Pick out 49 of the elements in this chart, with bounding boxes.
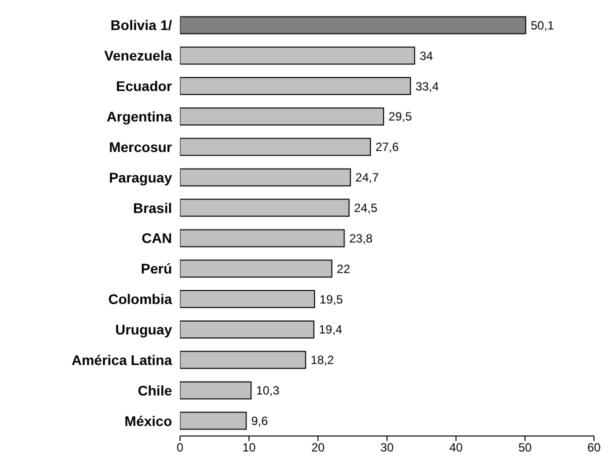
y-tick-label: Bolivia 1/ — [110, 17, 172, 34]
bar — [180, 168, 351, 186]
x-tick-label: 40 — [449, 440, 463, 455]
data-label: 29,5 — [388, 110, 412, 124]
bar — [180, 229, 345, 248]
x-tick-label: 10 — [242, 440, 256, 455]
bar — [180, 381, 252, 400]
bar — [180, 320, 314, 338]
y-tick-label: Paraguay — [108, 169, 172, 186]
y-tick-label: Colombia — [108, 291, 172, 308]
x-tick-label: 0 — [176, 440, 184, 455]
bar — [180, 412, 247, 430]
y-tick-label: México — [124, 412, 172, 429]
data-label: 19,4 — [318, 322, 343, 337]
data-label: 19,5 — [320, 292, 344, 306]
y-tick-label: CAN — [142, 230, 172, 246]
data-label: 34 — [420, 48, 434, 63]
x-tick-label: 50 — [518, 440, 532, 455]
data-label: 24,5 — [354, 200, 378, 215]
x-tick-label: 60 — [587, 440, 601, 455]
data-label: 22 — [336, 262, 350, 276]
bar — [180, 138, 371, 156]
y-tick-label: América Latina — [72, 352, 172, 368]
data-label: 9,6 — [251, 414, 268, 428]
data-label: 27,6 — [375, 140, 400, 154]
bar — [180, 77, 411, 96]
y-tick-label: Mercosur — [108, 138, 173, 155]
x-tick-label: 20 — [311, 440, 325, 455]
y-tick-label: Argentina — [106, 108, 172, 124]
bar — [180, 16, 526, 34]
data-label: 23,8 — [349, 231, 373, 246]
data-label: 10,3 — [256, 384, 280, 398]
data-label: 50,1 — [530, 18, 554, 32]
y-tick-label: Venezuela — [104, 48, 172, 64]
data-label: 33,4 — [415, 79, 440, 94]
y-tick-label: Ecuador — [116, 78, 173, 94]
y-tick-label: Perú — [140, 260, 172, 277]
bar — [180, 350, 306, 369]
y-tick-label: Uruguay — [115, 321, 172, 338]
bar — [180, 46, 416, 65]
y-tick-label: Brasil — [133, 200, 172, 216]
x-tick-label: 30 — [380, 440, 394, 455]
bar — [180, 198, 350, 217]
bar — [180, 290, 316, 308]
bar — [180, 260, 332, 278]
y-tick-label: Chile — [138, 382, 172, 398]
data-label: 18,2 — [310, 353, 334, 368]
data-label: 24,7 — [355, 170, 380, 185]
bar — [180, 107, 384, 126]
